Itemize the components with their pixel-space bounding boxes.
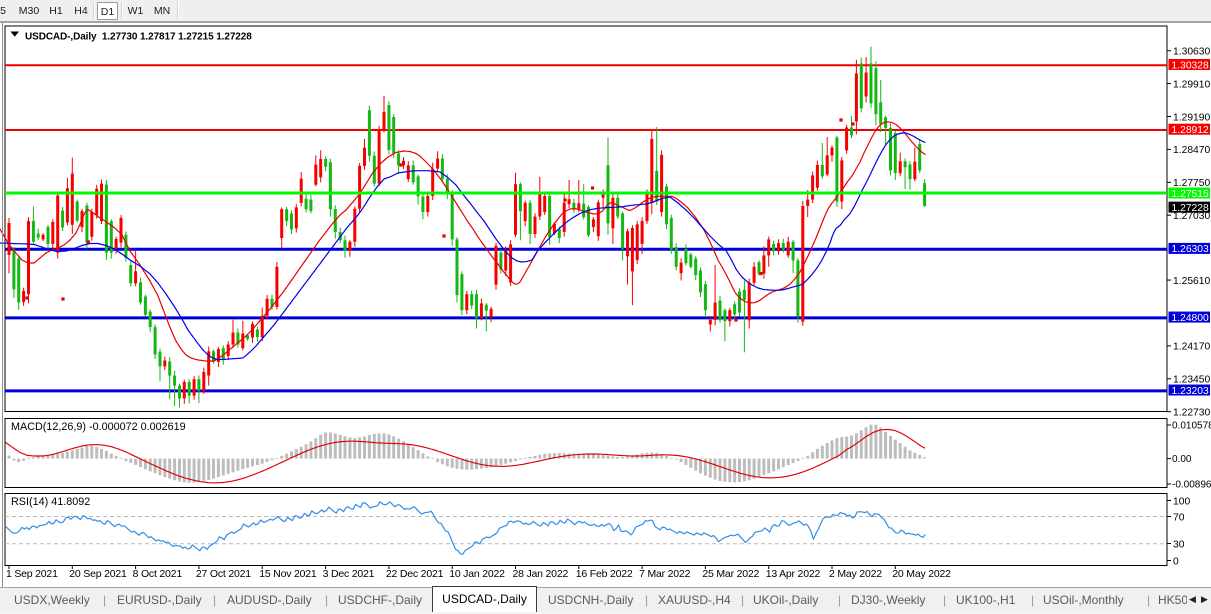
svg-text:100: 100 xyxy=(1173,496,1190,507)
svg-text:-0.00896: -0.00896 xyxy=(1172,480,1211,491)
svg-text:20 Sep 2021: 20 Sep 2021 xyxy=(69,568,127,580)
svg-text:25 Mar 2022: 25 Mar 2022 xyxy=(702,568,759,580)
svg-text:1.28470: 1.28470 xyxy=(1173,145,1210,156)
svg-text:0.010578: 0.010578 xyxy=(1172,421,1211,432)
svg-text:22 Dec 2021: 22 Dec 2021 xyxy=(386,568,444,580)
svg-text:27 Oct 2021: 27 Oct 2021 xyxy=(196,568,251,580)
svg-text:1.24800: 1.24800 xyxy=(1172,313,1209,324)
svg-text:RSI(14) 41.8092: RSI(14) 41.8092 xyxy=(11,496,90,508)
svg-text:1 Sep 2021: 1 Sep 2021 xyxy=(6,568,58,580)
svg-text:1.27030: 1.27030 xyxy=(1173,211,1210,222)
svg-text:1.22730: 1.22730 xyxy=(1173,408,1210,419)
svg-text:1.29910: 1.29910 xyxy=(1173,79,1210,90)
svg-text:0.00: 0.00 xyxy=(1172,454,1192,465)
svg-text:20 May 2022: 20 May 2022 xyxy=(892,568,951,580)
svg-text:1.30630: 1.30630 xyxy=(1173,47,1210,58)
svg-text:1.29190: 1.29190 xyxy=(1173,112,1210,123)
svg-text:1.27515: 1.27515 xyxy=(1172,189,1209,200)
svg-text:3 Dec 2021: 3 Dec 2021 xyxy=(323,568,375,580)
svg-text:USDCAD-,Daily 1.27730 1.27817: USDCAD-,Daily 1.27730 1.27817 1.27215 1.… xyxy=(25,32,252,43)
svg-text:13 Apr 2022: 13 Apr 2022 xyxy=(766,568,821,580)
svg-text:7 Mar 2022: 7 Mar 2022 xyxy=(639,568,690,580)
svg-text:1.30328: 1.30328 xyxy=(1172,60,1209,71)
svg-text:30: 30 xyxy=(1173,539,1185,550)
svg-text:1.27750: 1.27750 xyxy=(1173,178,1210,189)
svg-text:70: 70 xyxy=(1173,512,1185,523)
svg-text:2 May 2022: 2 May 2022 xyxy=(829,568,882,580)
svg-text:1.28912: 1.28912 xyxy=(1172,125,1209,136)
svg-text:1.26303: 1.26303 xyxy=(1172,244,1209,255)
svg-text:0: 0 xyxy=(1173,556,1179,567)
svg-text:10 Jan 2022: 10 Jan 2022 xyxy=(449,568,505,580)
svg-text:1.25610: 1.25610 xyxy=(1173,276,1210,287)
svg-text:15 Nov 2021: 15 Nov 2021 xyxy=(259,568,317,580)
svg-text:8 Oct 2021: 8 Oct 2021 xyxy=(133,568,183,580)
svg-text:28 Jan 2022: 28 Jan 2022 xyxy=(513,568,569,580)
svg-text:MACD(12,26,9) -0.000072 0.0026: MACD(12,26,9) -0.000072 0.002619 xyxy=(11,421,186,433)
svg-text:1.23203: 1.23203 xyxy=(1172,386,1209,397)
svg-text:1.24170: 1.24170 xyxy=(1173,342,1210,353)
svg-text:1.27228: 1.27228 xyxy=(1172,203,1209,214)
svg-text:1.23450: 1.23450 xyxy=(1173,375,1210,386)
svg-text:16 Feb 2022: 16 Feb 2022 xyxy=(576,568,633,580)
